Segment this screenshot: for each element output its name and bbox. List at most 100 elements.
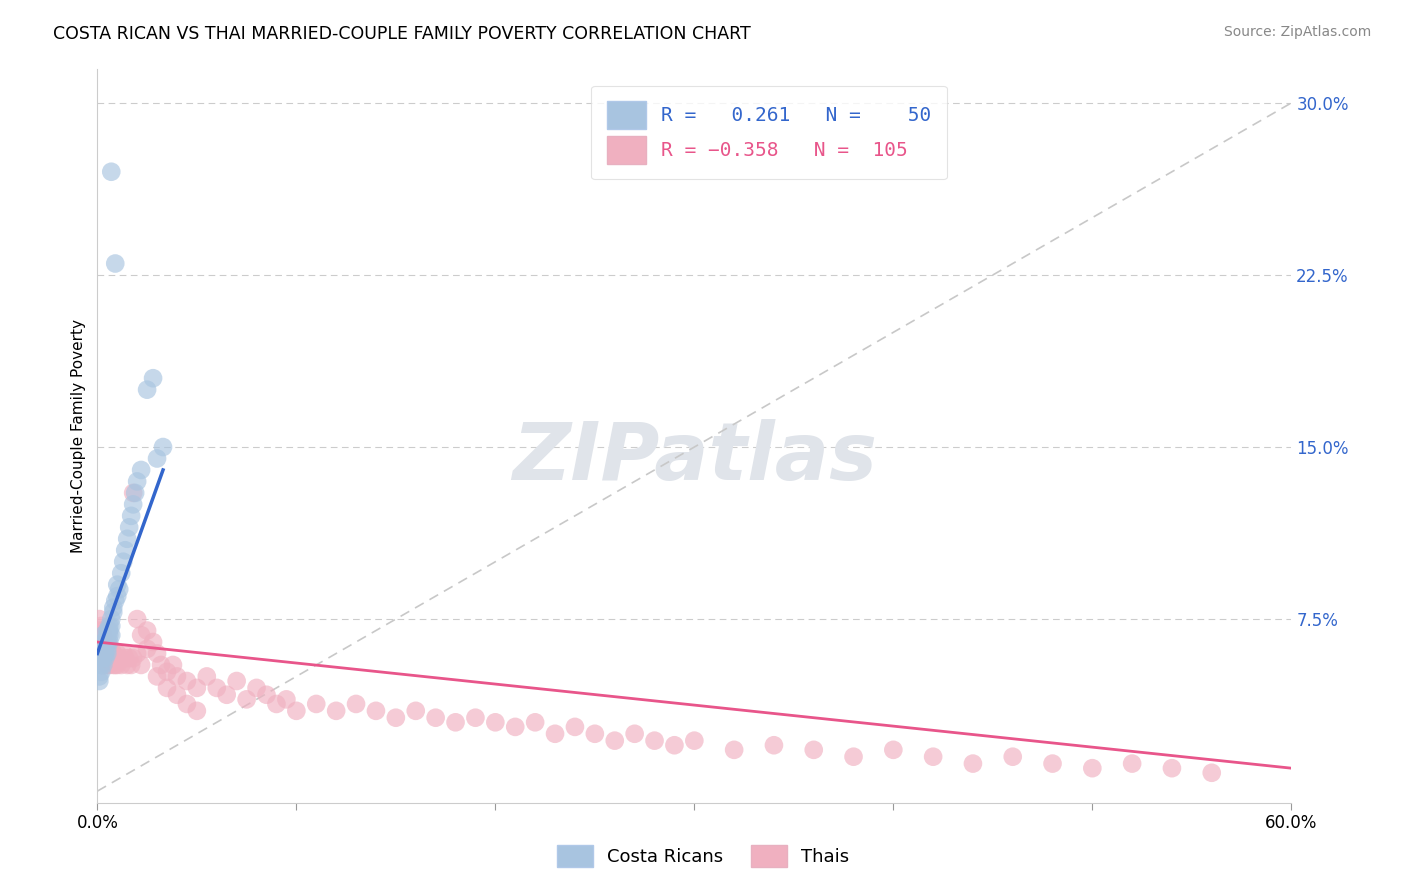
Point — [91, 651, 114, 665]
Point — [186, 704, 208, 718]
Point — [146, 451, 169, 466]
Point — [98, 628, 121, 642]
Point — [364, 704, 387, 718]
Point — [98, 624, 121, 638]
Point — [100, 619, 122, 633]
Point — [405, 704, 427, 718]
Point — [256, 688, 278, 702]
Point — [120, 657, 142, 672]
Point — [564, 720, 586, 734]
Point — [235, 692, 257, 706]
Point — [105, 657, 128, 672]
Point — [105, 651, 128, 665]
Point — [166, 669, 188, 683]
Point — [664, 738, 686, 752]
Point — [100, 641, 122, 656]
Point — [91, 635, 114, 649]
Point — [103, 651, 125, 665]
Point — [98, 635, 121, 649]
Point — [98, 651, 121, 665]
Legend: R =   0.261   N =    50, R = −0.358   N =  105: R = 0.261 N = 50, R = −0.358 N = 105 — [592, 86, 948, 179]
Legend: Costa Ricans, Thais: Costa Ricans, Thais — [550, 838, 856, 874]
Point — [146, 647, 169, 661]
Point — [195, 669, 218, 683]
Point — [644, 733, 666, 747]
Point — [108, 651, 131, 665]
Point — [91, 628, 114, 642]
Point — [96, 657, 118, 672]
Y-axis label: Married-Couple Family Poverty: Married-Couple Family Poverty — [72, 318, 86, 552]
Point — [108, 582, 131, 597]
Point — [114, 651, 136, 665]
Point — [136, 383, 159, 397]
Point — [104, 651, 127, 665]
Point — [136, 641, 159, 656]
Point — [103, 600, 125, 615]
Point — [962, 756, 984, 771]
Point — [127, 475, 149, 489]
Point — [89, 628, 111, 642]
Point — [162, 657, 184, 672]
Point — [100, 628, 122, 642]
Point — [176, 673, 198, 688]
Point — [124, 486, 146, 500]
Point — [156, 681, 179, 695]
Point — [464, 711, 486, 725]
Point — [90, 635, 112, 649]
Point — [142, 635, 165, 649]
Point — [129, 657, 152, 672]
Point — [100, 647, 122, 661]
Text: ZIPatlas: ZIPatlas — [512, 418, 877, 497]
Point — [100, 612, 122, 626]
Point — [762, 738, 785, 752]
Point — [90, 619, 112, 633]
Point — [484, 715, 506, 730]
Point — [98, 647, 121, 661]
Point — [96, 641, 118, 656]
Point — [103, 657, 125, 672]
Point — [103, 647, 125, 661]
Point — [89, 673, 111, 688]
Point — [129, 463, 152, 477]
Point — [91, 657, 114, 672]
Point — [91, 647, 114, 661]
Point — [89, 647, 111, 661]
Point — [882, 743, 904, 757]
Text: Source: ZipAtlas.com: Source: ZipAtlas.com — [1223, 25, 1371, 39]
Point — [96, 635, 118, 649]
Point — [266, 697, 288, 711]
Point — [94, 647, 117, 661]
Point — [91, 624, 114, 638]
Point — [105, 589, 128, 603]
Point — [129, 628, 152, 642]
Point — [94, 640, 117, 654]
Point — [100, 165, 122, 179]
Point — [112, 555, 135, 569]
Point — [115, 657, 138, 672]
Point — [205, 681, 228, 695]
Point — [110, 657, 132, 672]
Point — [94, 647, 117, 661]
Point — [146, 669, 169, 683]
Point — [425, 711, 447, 725]
Point — [1001, 749, 1024, 764]
Point — [104, 593, 127, 607]
Point — [115, 532, 138, 546]
Point — [89, 669, 111, 683]
Point — [503, 720, 526, 734]
Point — [385, 711, 408, 725]
Point — [94, 635, 117, 649]
Point — [922, 749, 945, 764]
Point — [105, 577, 128, 591]
Point — [105, 647, 128, 661]
Point — [96, 647, 118, 661]
Point — [136, 624, 159, 638]
Point — [127, 612, 149, 626]
Point — [1121, 756, 1143, 771]
Point — [90, 665, 112, 679]
Point — [89, 612, 111, 626]
Point — [90, 628, 112, 642]
Point — [96, 635, 118, 649]
Point — [544, 727, 567, 741]
Point — [104, 256, 127, 270]
